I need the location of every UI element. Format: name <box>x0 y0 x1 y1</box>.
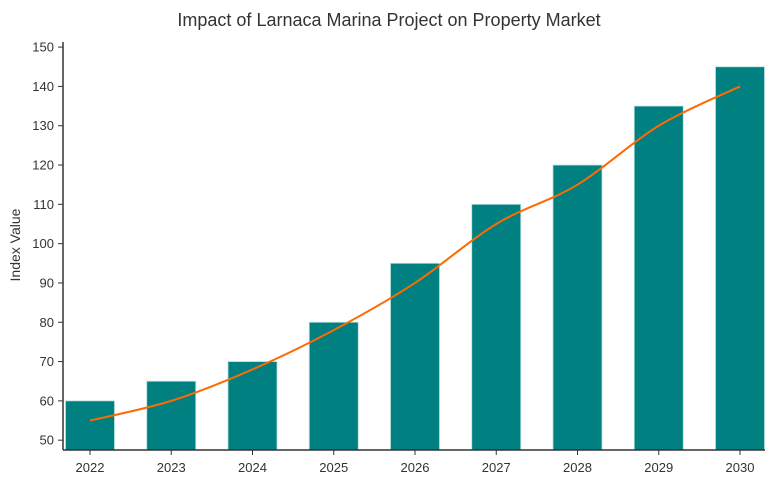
bar-2026 <box>390 262 440 451</box>
y-tick-label: 130 <box>32 118 54 133</box>
x-tick-label: 2027 <box>482 460 511 475</box>
x-tick-label: 2026 <box>401 460 430 475</box>
x-tick-label: 2025 <box>319 460 348 475</box>
y-tick-label: 70 <box>40 354 54 369</box>
y-tick-label: 100 <box>32 236 54 251</box>
y-tick-label: 120 <box>32 158 54 173</box>
bar-2030 <box>715 66 765 451</box>
bar-2022 <box>65 400 115 451</box>
y-tick-label: 80 <box>40 315 54 330</box>
y-axis-label: Index Value <box>7 208 23 281</box>
x-tick-label: 2029 <box>644 460 673 475</box>
x-tick-label: 2030 <box>726 460 755 475</box>
bar-2027 <box>471 203 522 451</box>
x-tick-label: 2023 <box>157 460 186 475</box>
y-tick-label: 90 <box>40 275 54 290</box>
x-tick-label: 2028 <box>563 460 592 475</box>
y-tick-label: 150 <box>32 40 54 55</box>
x-tick-label: 2022 <box>76 460 105 475</box>
y-tick-label: 110 <box>33 197 54 212</box>
y-tick-label: 50 <box>40 433 54 448</box>
trend-line <box>89 85 741 422</box>
bar-2025 <box>308 321 359 451</box>
y-tick-label: 140 <box>32 79 54 94</box>
chart-title: Impact of Larnaca Marina Project on Prop… <box>177 10 600 30</box>
y-tick-label: 60 <box>40 393 54 408</box>
bar-2023 <box>146 380 197 451</box>
bar-2024 <box>227 361 278 451</box>
x-tick-label: 2024 <box>238 460 267 475</box>
bar-2028 <box>552 164 603 451</box>
bar-2029 <box>633 105 684 451</box>
